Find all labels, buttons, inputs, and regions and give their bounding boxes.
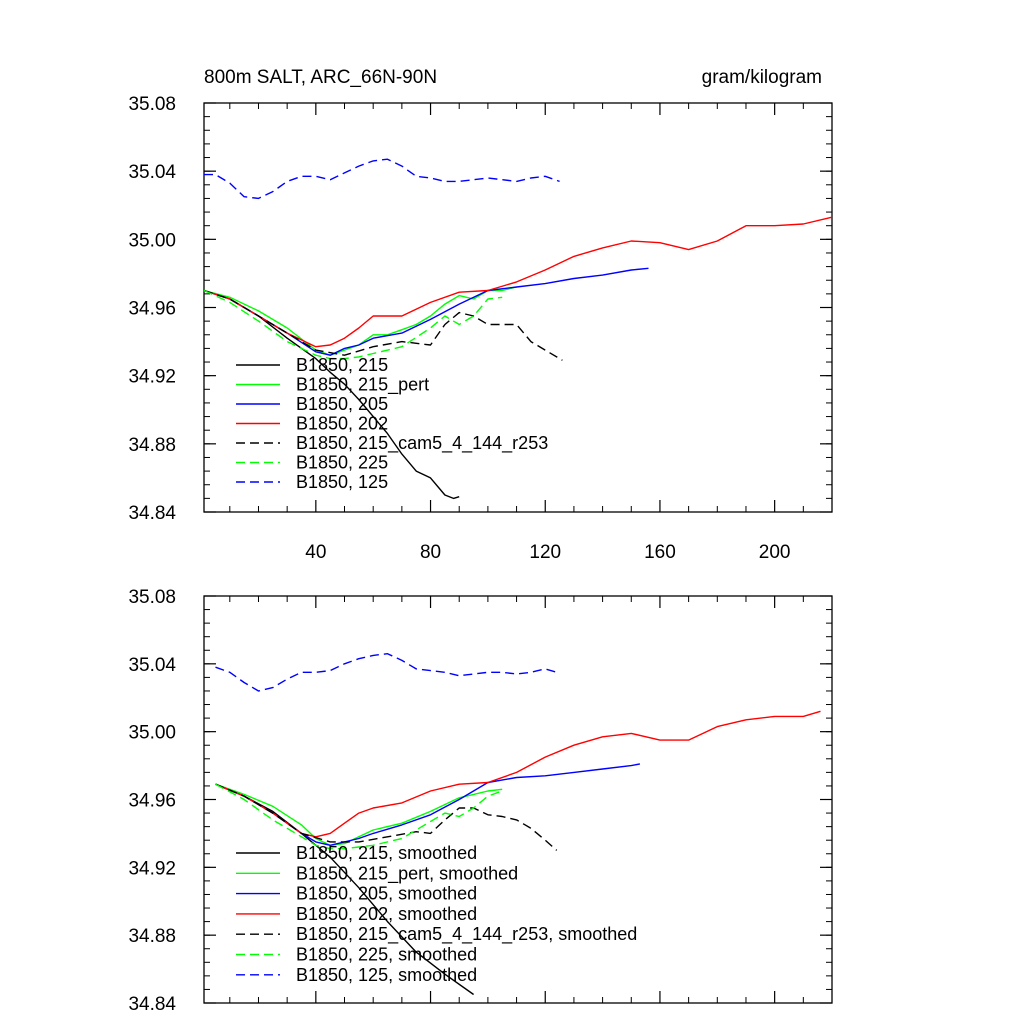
chart-panel-1: 800m SALT, ARC_66N-90N gram/kilogram 34.84… [128,67,833,563]
y-tick-label: 35.04 [128,655,176,676]
legend-label-b1850-225-smoothed: B1850, 225, smoothed [296,945,477,965]
legend-label-b1850-125: B1850, 125 [296,472,388,492]
series-line-b1850-215 [203,289,460,500]
series-line-b1850-225-smoothed [215,783,503,850]
y-tick-label: 34.88 [128,926,176,947]
series-line-b1850-202-smoothed [215,710,821,838]
y-tick-label: 34.84 [128,503,176,524]
y-tick-label: 35.00 [128,723,176,744]
y-tick-label: 35.00 [128,230,176,251]
series-line-b1850-215-smoothed [215,783,475,996]
y-tick-label: 34.96 [128,299,176,320]
legend-label-b1850-205: B1850, 205 [296,394,388,414]
legend-label-b1850-202-smoothed: B1850, 202, smoothed [296,904,477,924]
x-tick-label: 80 [420,542,441,563]
y-tick-label: 34.96 [128,791,176,812]
chart-panel-2: 34.84 34.88 34.92 34.96 35.00 35.04 35.08 B1850… [128,587,833,1015]
series-line-b1850-215-pert [203,286,517,356]
legend-label-b1850-205-smoothed: B1850, 205, smoothed [296,884,477,904]
series-line-b1850-125-smoothed [215,653,557,692]
series-line-b1850-215-cam5-4-144-r253 [203,289,563,361]
legend-label-b1850-215-cam5-4-144-r253: B1850, 215_cam5_4_144_r253 [296,433,548,454]
series-line-b1850-125 [204,158,560,200]
x-tick-label: 120 [529,542,561,563]
legend-label-b1850-215-pert: B1850, 215_pert [296,375,429,396]
legend-label-b1850-215-cam5-4-144-r253-smoothed: B1850, 215_cam5_4_144_r253, smoothed [296,924,637,945]
y-tick-label: 35.08 [128,94,176,115]
series-line-b1850-215-cam5-4-144-r253-smoothed [215,783,558,851]
y-tick-label: 34.92 [128,858,176,879]
series-line-b1850-205 [203,267,649,356]
legend-label-b1850-202: B1850, 202 [296,414,388,434]
series-line-b1850-225 [203,289,503,360]
x-tick-label: 40 [305,542,326,563]
series-line-b1850-202 [203,216,833,348]
y-tick-label: 34.92 [128,367,176,388]
x-tick-label: 200 [759,542,791,563]
y-tick-label: 34.88 [128,435,176,456]
legend-label-b1850-215-smoothed: B1850, 215, smoothed [296,843,477,863]
legend-label-b1850-215: B1850, 215 [296,355,388,375]
x-tick-label: 160 [644,542,676,563]
legend-label-b1850-225: B1850, 225 [296,453,388,473]
chart-title: 800m SALT, ARC_66N-90N [204,67,437,88]
y-tick-label: 35.04 [128,162,176,183]
legend-label-b1850-215-pert-smoothed: B1850, 215_pert, smoothed [296,863,518,884]
y-tick-label: 34.84 [128,994,176,1015]
series-line-b1850-215-pert-smoothed [215,783,503,846]
y-tick-label: 35.08 [128,587,176,608]
units-label: gram/kilogram [702,67,822,88]
legend-label-b1850-125-smoothed: B1850, 125, smoothed [296,965,477,985]
